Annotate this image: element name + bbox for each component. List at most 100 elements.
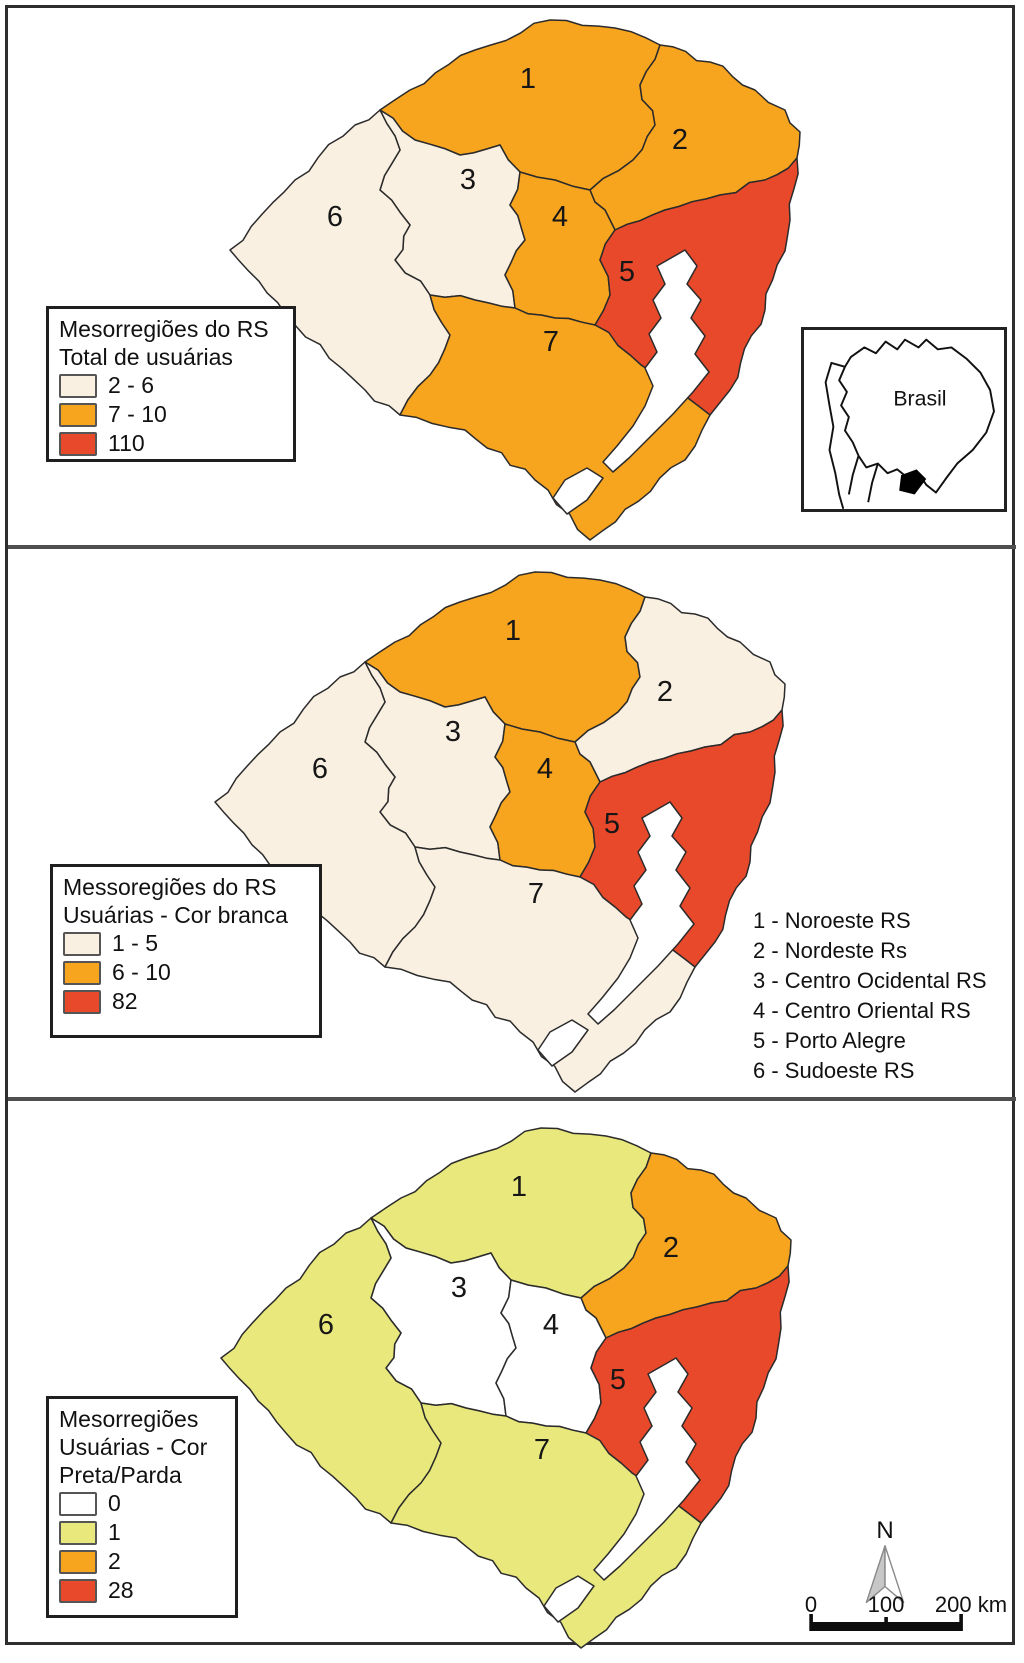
north-arrow: N [861,1518,909,1611]
legend-item: 110 [59,429,283,458]
inset-border-line-3 [867,463,879,503]
scale-bar: 0 100 200 km [805,1592,1007,1631]
region-number-label: 5 [619,256,635,288]
choropleth-map-preta-parda: 1 2 3 4 5 6 7 [220,1127,792,1649]
legend-total-usuarias: Mesorregiões do RS Total de usuárias 2 - 6… [46,306,296,462]
inset-border-line-1 [831,361,846,368]
north-arrow-icon [865,1545,905,1604]
legend-item: 1 - 5 [63,929,309,958]
legend-title-line: Mesorregiões do RS [59,316,269,342]
inset-country-label: Brasil [893,386,946,410]
inset-border-line-2 [847,455,860,495]
region-number-label: 2 [663,1232,679,1264]
scale-bar-tickmark [809,1614,813,1631]
scale-tick-200: 200 km [935,1592,1007,1617]
region-list-item: 6 - Sudoeste RS [753,1058,915,1083]
legend-swatch [59,373,97,398]
region-list-item: 2 - Nordeste Rs [753,938,908,963]
lagoa-mirim [552,467,604,515]
legend-item-label: 82 [112,988,138,1014]
legend-title-line: Usuárias - Cor branca [63,902,288,928]
legend-swatch [63,931,101,956]
choropleth-map-cor-branca: 1 2 3 4 5 6 7 [214,571,786,1093]
legend-item: 0 [59,1489,225,1518]
brazil-outline [838,338,995,494]
region-number-label: 3 [445,716,461,748]
region-number-label: 6 [312,753,328,785]
legend-item-label: 2 [108,1548,121,1574]
legend-swatch [59,1520,97,1545]
legend-swatch [59,1578,97,1603]
legend-item-label: 2 - 6 [108,372,155,398]
legend-item-label: 7 - 10 [108,401,167,427]
region-number-label: 4 [543,1309,559,1341]
legend-item: 6 - 10 [63,958,309,987]
region-7 [384,846,696,1093]
legend-item: 82 [63,987,309,1016]
region-6 [229,109,451,416]
legend-swatch [63,960,101,985]
legend-item-label: 6 - 10 [112,959,171,985]
region-6 [220,1217,442,1524]
region-key-list: 1 - Noroeste RS 2 - Nordeste Rs 3 - Centro… [753,906,987,1086]
legend-swatch [59,1549,97,1574]
region-number-label: 1 [520,63,536,95]
region-number-label: 3 [460,164,476,196]
legend-item: 2 - 6 [59,371,283,400]
panel-divider [8,1097,1016,1101]
legend-title-line: Mesorregiões [59,1406,199,1432]
region-number-label: 1 [511,1171,527,1203]
region-7 [399,294,711,541]
scale-tick-100: 100 [868,1592,905,1617]
south-america-west-coast [824,361,845,509]
legend-preta-parda: Mesorregiões Usuárias - Cor Preta/Parda 0 1 2… [46,1396,238,1618]
legend-title-line: Messoregiões do RS [63,874,277,900]
region-list-item: 4 - Centro Oriental RS [753,998,971,1023]
legend-item-label: 0 [108,1490,121,1516]
scale-bar-tickmark [884,1617,888,1631]
lagoa-dos-patos [587,801,695,1025]
region-number-label: 3 [451,1272,467,1304]
region-number-label: 4 [552,201,568,233]
scale-tick-0: 0 [805,1592,817,1617]
region-number-label: 2 [672,124,688,156]
legend-item: 1 [59,1518,225,1547]
lagoa-mirim [537,1019,589,1067]
region-number-label: 7 [534,1434,550,1466]
region-list-item: 5 - Porto Alegre [753,1028,906,1053]
legend-title-line: Total de usuárias [59,344,233,370]
scale-bar-tickmark [959,1614,963,1631]
legend-swatch [59,1491,97,1516]
lagoa-dos-patos [602,249,710,473]
region-number-label: 5 [610,1364,626,1396]
legend-title-line: Preta/Parda [59,1462,182,1488]
legend-title-line: Usuárias - Cor [59,1434,208,1460]
north-label: N [876,1517,894,1544]
brasil-inset-map: Brasil [801,327,1007,512]
region-number-label: 1 [505,615,521,647]
panel-divider [8,545,1016,549]
region-list-item: 1 - Noroeste RS [753,908,911,933]
legend-item-label: 110 [108,430,145,456]
legend-swatch [59,402,97,427]
region-number-label: 5 [604,808,620,840]
choropleth-map-total: 1 2 3 4 5 6 7 [229,19,801,541]
legend-item: 7 - 10 [59,400,283,429]
region-number-label: 6 [327,201,343,233]
rs-state-highlight [899,469,927,495]
region-number-label: 7 [543,326,559,358]
legend-item: 2 [59,1547,225,1576]
legend-item-label: 1 [108,1519,121,1545]
region-number-label: 7 [528,878,544,910]
brasil-inset-drawing: Brasil [824,338,995,509]
lagoa-mirim [543,1575,595,1623]
region-number-label: 2 [657,676,673,708]
legend-swatch [63,989,101,1014]
legend-swatch [59,431,97,456]
legend-item-label: 1 - 5 [112,930,159,956]
legend-item-label: 28 [108,1577,134,1603]
region-7 [390,1402,702,1649]
region-list-item: 3 - Centro Ocidental RS [753,968,987,993]
legend-item: 28 [59,1576,225,1605]
legend-cor-branca: Messoregiões do RS Usuárias - Cor branca 1… [50,864,322,1038]
